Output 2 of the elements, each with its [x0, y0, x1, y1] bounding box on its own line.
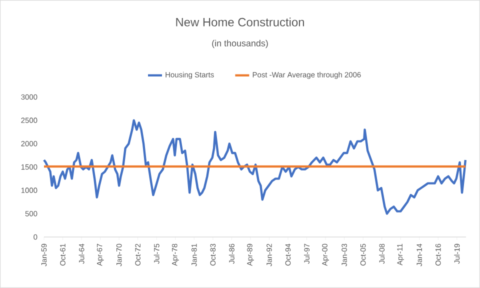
- chart-title: New Home Construction: [176, 18, 304, 26]
- chart-subtitle: (in thousands): [212, 40, 268, 48]
